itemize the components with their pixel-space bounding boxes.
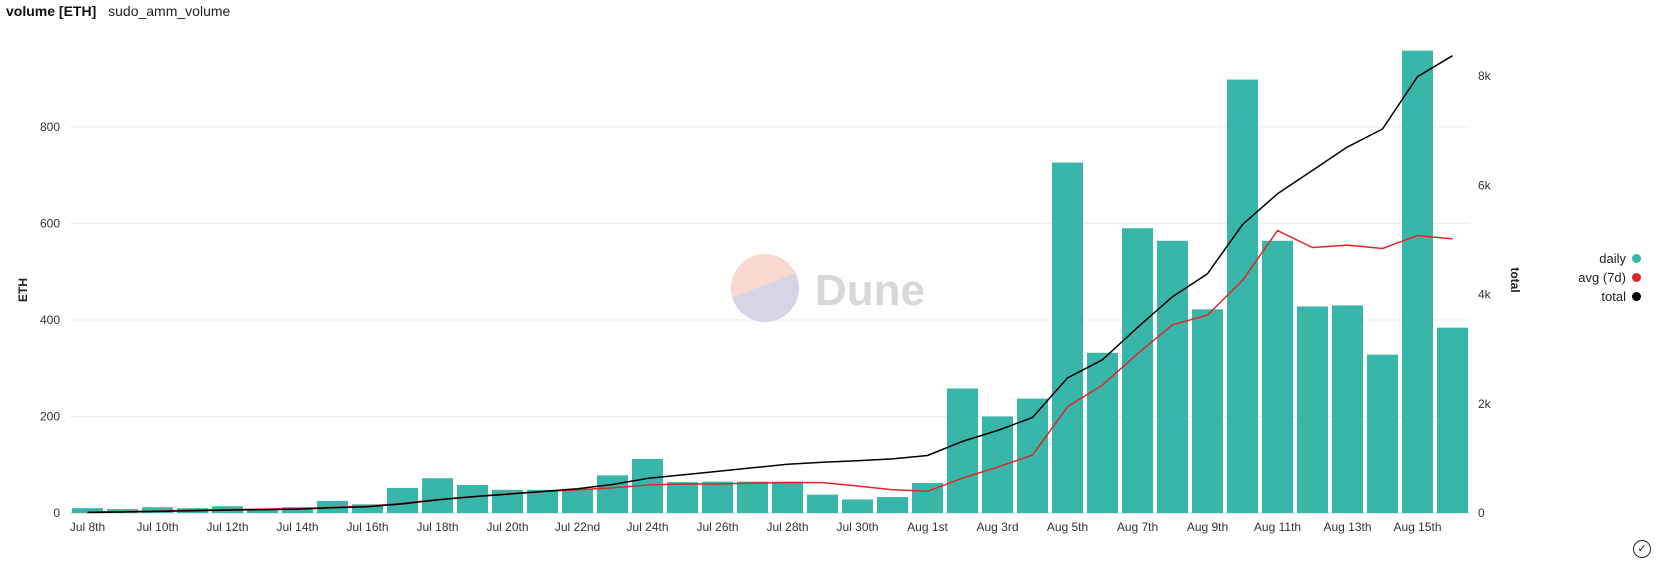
x-tick-label-1: Jul 10th <box>136 520 178 534</box>
bar-jul-28th[interactable] <box>772 481 803 513</box>
y-tick-label-3: 600 <box>40 216 60 230</box>
bar-aug-11th[interactable] <box>1262 240 1293 513</box>
bar-jul-10th[interactable] <box>142 507 173 513</box>
chart-subtitle: sudo_amm_volume <box>108 3 231 19</box>
bar-jul-17th[interactable] <box>387 487 418 513</box>
bar-aug-12th[interactable] <box>1297 306 1328 513</box>
x-tick-label-7: Jul 22nd <box>555 520 600 534</box>
y2-tick-label-1: 2k <box>1478 397 1492 411</box>
bar-jul-16th[interactable] <box>352 504 383 513</box>
bar-jul-27th[interactable] <box>737 481 768 513</box>
bar-aug-16th[interactable] <box>1437 327 1468 513</box>
chart-legend: daily avg (7d) total <box>1578 249 1641 306</box>
bar-jul-8th[interactable] <box>72 508 103 513</box>
bar-aug-8th[interactable] <box>1157 240 1188 513</box>
x-tick-label-4: Jul 16th <box>346 520 388 534</box>
bar-aug-14th[interactable] <box>1367 354 1398 513</box>
x-tick-label-6: Jul 20th <box>486 520 528 534</box>
x-tick-label-17: Aug 11th <box>1254 520 1301 534</box>
dune-watermark: Dune <box>731 254 925 322</box>
legend-item-daily[interactable]: daily <box>1578 249 1641 268</box>
bar-jul-13th[interactable] <box>247 510 278 513</box>
bar-jul-26th[interactable] <box>702 481 733 513</box>
bar-jul-14th[interactable] <box>282 507 313 513</box>
right-axis-ticks: 0 2k 4k 6k 8k <box>1478 69 1492 520</box>
chart-title: volume [ETH] <box>6 3 97 19</box>
x-tick-label-15: Aug 7th <box>1117 520 1158 534</box>
x-tick-label-12: Aug 1st <box>907 520 948 534</box>
legend-item-avg-7d[interactable]: avg (7d) <box>1578 268 1641 287</box>
y2-tick-label-2: 4k <box>1478 288 1492 302</box>
legend-label-total: total <box>1601 289 1626 304</box>
legend-label-avg-7d: avg (7d) <box>1578 270 1626 285</box>
y2-tick-label-3: 6k <box>1478 178 1492 192</box>
x-tick-label-10: Jul 28th <box>766 520 808 534</box>
bar-jul-22nd[interactable] <box>562 488 593 513</box>
legend-dot-icon <box>1632 292 1641 301</box>
left-axis-ticks: 0 200 400 600 800 <box>40 120 60 520</box>
bar-aug-13th[interactable] <box>1332 305 1363 513</box>
series-lines <box>87 55 1453 514</box>
bar-jul-20th[interactable] <box>492 489 523 513</box>
chart-header: volume [ETH] sudo_amm_volume <box>6 3 230 19</box>
y-tick-label-2: 400 <box>40 313 60 327</box>
y2-tick-label-4: 8k <box>1478 69 1492 83</box>
bar-aug-7th[interactable] <box>1122 228 1153 514</box>
x-tick-label-16: Aug 9th <box>1187 520 1228 534</box>
legend-dot-icon <box>1632 273 1641 282</box>
x-tick-label-8: Jul 24th <box>626 520 668 534</box>
x-axis-ticks: Jul 8th Jul 10th Jul 12th Jul 14th Jul 16th J… <box>70 520 1442 534</box>
x-tick-label-11: Jul 30th <box>836 520 878 534</box>
x-tick-label-14: Aug 5th <box>1047 520 1088 534</box>
line-total[interactable] <box>87 55 1453 514</box>
legend-item-total[interactable]: total <box>1578 287 1641 306</box>
x-tick-label-5: Jul 18th <box>416 520 458 534</box>
x-tick-label-18: Aug 13th <box>1323 520 1371 534</box>
bar-aug-5th[interactable] <box>1052 162 1083 513</box>
bar-jul-21st[interactable] <box>527 489 558 513</box>
bar-aug-2nd[interactable] <box>947 388 978 513</box>
bar-jul-23rd[interactable] <box>597 475 628 513</box>
bar-jul-31st[interactable] <box>877 497 908 513</box>
y-tick-label-1: 200 <box>40 409 60 423</box>
bar-aug-10th[interactable] <box>1227 79 1258 514</box>
bar-aug-3rd[interactable] <box>982 416 1013 513</box>
y2-tick-label-0: 0 <box>1478 506 1485 520</box>
legend-label-daily: daily <box>1599 251 1626 266</box>
bar-jul-29th[interactable] <box>807 494 838 513</box>
x-tick-label-2: Jul 12th <box>206 520 248 534</box>
y-tick-label-4: 800 <box>40 120 60 134</box>
watermark-text: Dune <box>815 266 925 315</box>
x-tick-label-9: Jul 26th <box>696 520 738 534</box>
bar-jul-19th[interactable] <box>457 485 488 513</box>
y-tick-label-0: 0 <box>53 506 60 520</box>
x-tick-label-0: Jul 8th <box>70 520 105 534</box>
left-axis-label: ETH <box>16 278 30 302</box>
x-tick-label-3: Jul 14th <box>276 520 318 534</box>
bar-aug-9th[interactable] <box>1192 309 1223 513</box>
bar-aug-15th[interactable] <box>1402 50 1433 513</box>
right-axis-label: total <box>1508 267 1522 292</box>
x-tick-label-13: Aug 3rd <box>976 520 1018 534</box>
check-circle-icon[interactable]: ✓ <box>1633 540 1651 558</box>
bar-jul-25th[interactable] <box>667 482 698 513</box>
bar-aug-6th[interactable] <box>1087 352 1118 513</box>
bar-jul-18th[interactable] <box>422 478 453 513</box>
x-tick-label-19: Aug 15th <box>1393 520 1441 534</box>
bar-jul-30th[interactable] <box>842 499 873 513</box>
legend-dot-icon <box>1632 254 1641 263</box>
